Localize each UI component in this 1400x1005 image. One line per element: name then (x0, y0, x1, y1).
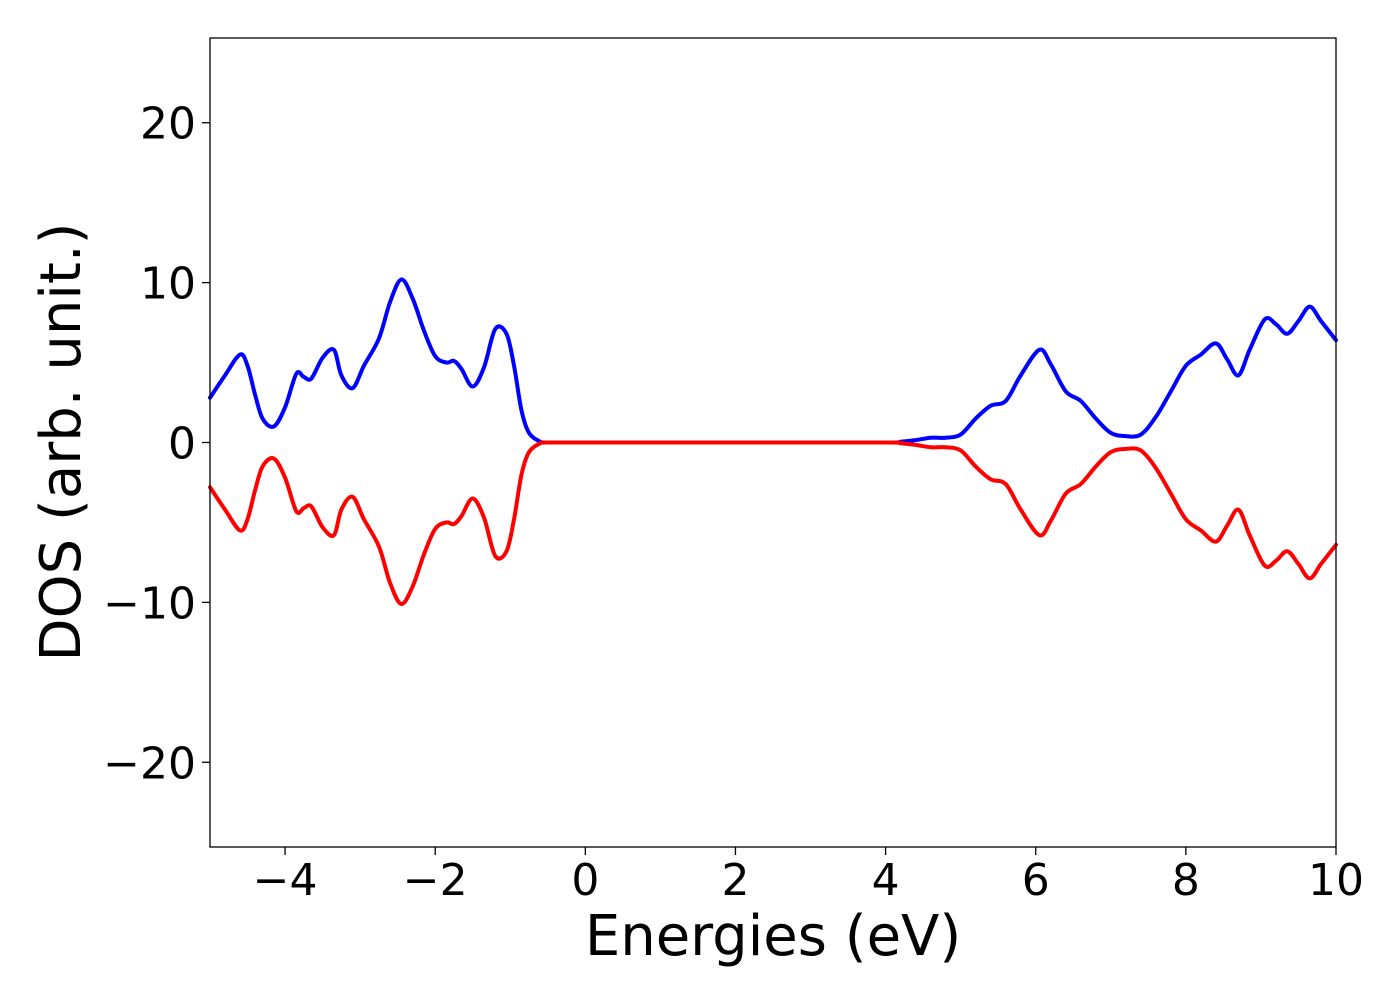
x-tick-label: −4 (253, 855, 318, 906)
y-tick-label: −10 (103, 578, 196, 629)
y-tick-label: −20 (103, 738, 196, 789)
x-tick-label: 2 (721, 855, 749, 906)
x-axis-label: Energies (eV) (585, 904, 961, 969)
dos-negative-line (208, 440, 1338, 606)
x-tick-label: 0 (571, 855, 599, 906)
series-layer (208, 277, 1338, 606)
x-tick-label: 8 (1172, 855, 1200, 906)
x-tick-label: 6 (1022, 855, 1050, 906)
y-axis-ticks: −20 −10 0 10 20 (103, 99, 210, 789)
y-tick-label: 0 (168, 419, 196, 470)
y-axis-label: DOS (arb. unit.) (29, 222, 94, 661)
y-tick-label: 20 (140, 99, 196, 150)
x-tick-label: 10 (1308, 855, 1364, 906)
plot-frame (209, 37, 1337, 848)
x-tick-label: −2 (403, 855, 468, 906)
y-tick-label: 10 (140, 259, 196, 310)
x-axis-ticks: −4 −2 0 2 4 6 8 10 (253, 847, 1364, 906)
x-tick-label: 4 (872, 855, 900, 906)
